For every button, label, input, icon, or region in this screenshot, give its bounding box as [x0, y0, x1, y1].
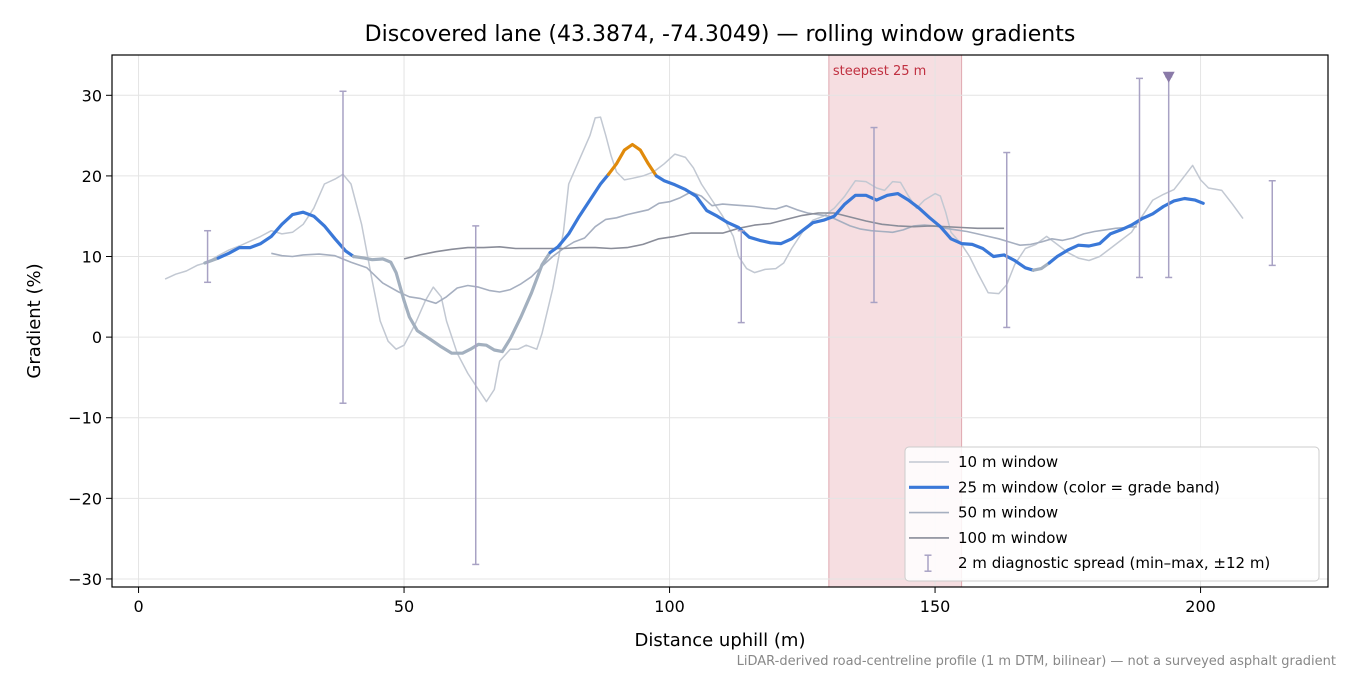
y-tick-label: −10 [68, 409, 102, 428]
source-note: LiDAR-derived road-centreline profile (1… [737, 654, 1336, 669]
legend-item: 25 m window (color = grade band) [909, 478, 1220, 496]
plot-frame [111, 54, 1329, 588]
series-100m-line [403, 212, 1005, 260]
x-tick-label: 0 [133, 597, 143, 616]
series-25m-segment-grey [352, 250, 552, 355]
series-25m-segment-orange [606, 142, 658, 178]
x-tick-label: 150 [920, 597, 951, 616]
y-tick-label: −30 [68, 570, 102, 589]
chart-title: Discovered lane (43.3874, -74.3049) — ro… [365, 22, 1076, 47]
y-axis-label: Gradient (%) [24, 263, 45, 378]
series-25m-segment-blue [216, 210, 356, 260]
legend-label-w50: 50 m window [958, 504, 1058, 522]
series-50m-line [271, 191, 1137, 305]
error-bar [870, 126, 878, 304]
legend-label-w10: 10 m window [958, 453, 1058, 471]
error-bar [472, 225, 480, 566]
series-layer [164, 116, 1244, 403]
y-tick-label: 10 [82, 248, 102, 267]
series-25m-segment-blue [654, 174, 1035, 272]
series-10m-line [164, 116, 1244, 403]
y-tick-label: 0 [92, 328, 102, 347]
error-bar [204, 229, 212, 284]
axis-ticks: 0 50 100 150 200 −30 −20 −10 0 10 20 30 [68, 86, 1216, 616]
error-bar [1003, 151, 1011, 329]
series-25m-segment-blue [1047, 196, 1205, 265]
legend-label-w25: 25 m window (color = grade band) [958, 478, 1220, 496]
error-bar [1135, 77, 1143, 279]
y-tick-label: 30 [82, 86, 102, 105]
legend-item: 100 m window [909, 529, 1068, 547]
legend-item: 50 m window [909, 504, 1058, 522]
highlight-label: steepest 25 m [833, 64, 926, 79]
plot-border [111, 54, 1329, 588]
series-group [164, 116, 1244, 403]
error-bar [1268, 179, 1276, 267]
legend-label-w100: 100 m window [958, 529, 1068, 547]
error-bar [339, 90, 347, 404]
legend-box [904, 446, 1320, 582]
legend-item: 2 m diagnostic spread (min–max, ±12 m) [924, 554, 1270, 572]
x-tick-label: 50 [394, 597, 414, 616]
y-tick-label: 20 [82, 167, 102, 186]
series-25m-segment-blue [548, 172, 611, 255]
legend-item: 10 m window [909, 453, 1058, 471]
legend-label-err: 2 m diagnostic spread (min–max, ±12 m) [958, 554, 1270, 572]
error-bars [204, 71, 1276, 566]
x-axis-label: Distance uphill (m) [635, 630, 806, 651]
x-tick-label: 200 [1185, 597, 1216, 616]
legend: 10 m window 25 m window (color = grade ba… [904, 446, 1320, 582]
marker-triangle [1162, 71, 1175, 83]
y-tick-label: −20 [68, 489, 102, 508]
error-bar [737, 229, 745, 324]
x-tick-label: 100 [654, 597, 685, 616]
series-25m-segment-grey [1031, 261, 1051, 272]
